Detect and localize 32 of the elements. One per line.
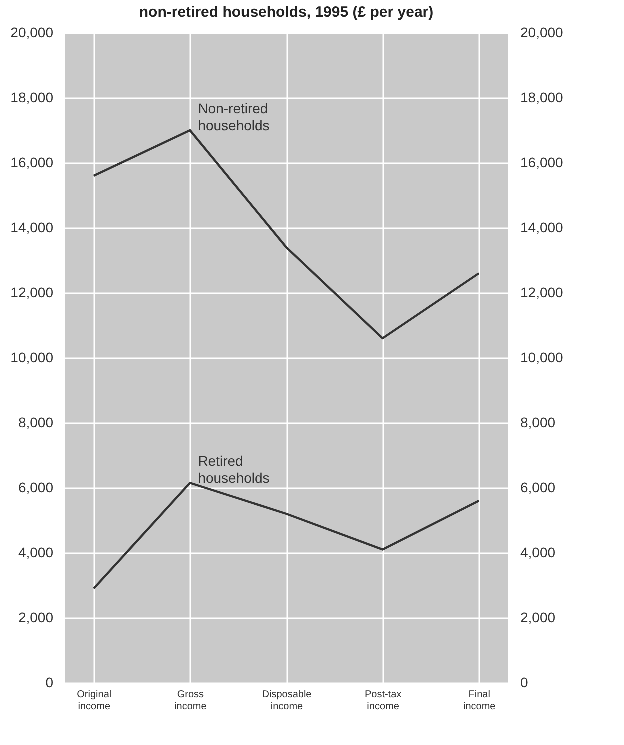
y2-tick-label: 20,000	[520, 24, 564, 40]
chart-title: non-retired households, 1995 (£ per year)	[139, 4, 434, 21]
y2-tick-label: 4,000	[520, 544, 556, 560]
y-tick-label: 16,000	[10, 154, 54, 170]
y-tick-label: 14,000	[10, 220, 54, 236]
y-tick-label: 18,000	[10, 90, 54, 106]
y-tick-label: 20,000	[10, 24, 54, 40]
y-tick-label: 10,000	[10, 350, 54, 366]
y2-tick-label: 12,000	[520, 284, 564, 300]
y2-tick-label: 16,000	[520, 154, 564, 170]
y2-tick-label: 18,000	[520, 90, 564, 106]
y2-tick-label: 6,000	[520, 480, 556, 496]
y2-tick-label: 14,000	[520, 220, 564, 236]
y2-tick-label: 2,000	[520, 610, 556, 626]
y-tick-label: 8,000	[18, 414, 54, 430]
series-label: Retired households	[198, 453, 270, 486]
y-tick-label: 0	[46, 674, 54, 690]
x-tick-label: Disposable income	[262, 690, 312, 712]
y-tick-label: 4,000	[18, 544, 54, 560]
x-tick-label: Original income	[77, 690, 112, 712]
y2-tick-label: 0	[520, 674, 528, 690]
x-tick-label: Gross income	[174, 690, 208, 712]
line-series	[92, 129, 480, 340]
y2-tick-label: 10,000	[520, 350, 564, 366]
x-tick-label: Post-tax income	[364, 690, 402, 712]
y-tick-label: 12,000	[10, 284, 54, 300]
line-series	[92, 482, 480, 590]
series-label: Non-retired households	[198, 100, 270, 134]
y2-tick-label: 8,000	[520, 414, 556, 430]
y-tick-label: 6,000	[18, 480, 54, 496]
x-tick-label: Final income	[463, 690, 496, 712]
y-tick-label: 2,000	[18, 610, 54, 626]
